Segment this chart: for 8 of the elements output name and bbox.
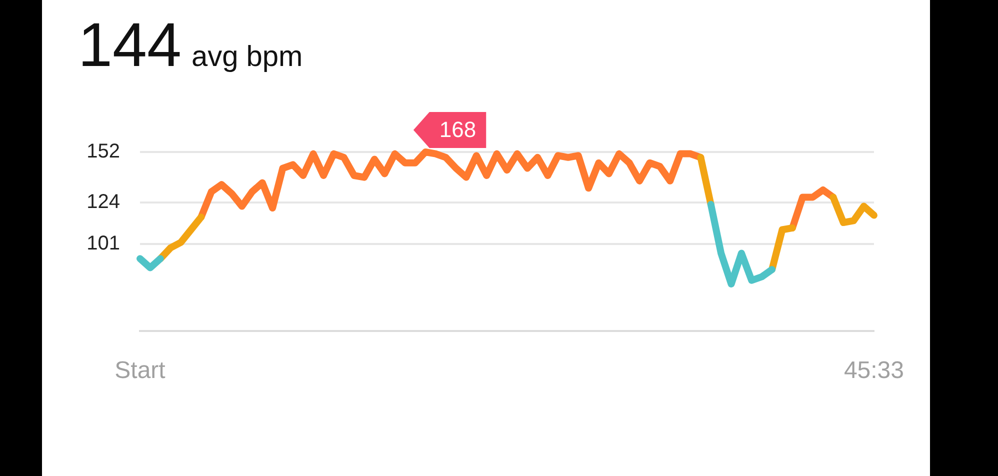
text: 168: [439, 117, 476, 142]
y-tick-label: 101: [86, 232, 120, 255]
y-tick-label: 152: [86, 140, 120, 163]
chart-subtitle: avg bpm: [191, 41, 303, 73]
y-tick-label: 124: [86, 191, 120, 214]
x-tick-label: Start: [114, 357, 166, 384]
chart-title: 144: [78, 11, 182, 80]
x-tick-label: 45:33: [844, 357, 904, 384]
